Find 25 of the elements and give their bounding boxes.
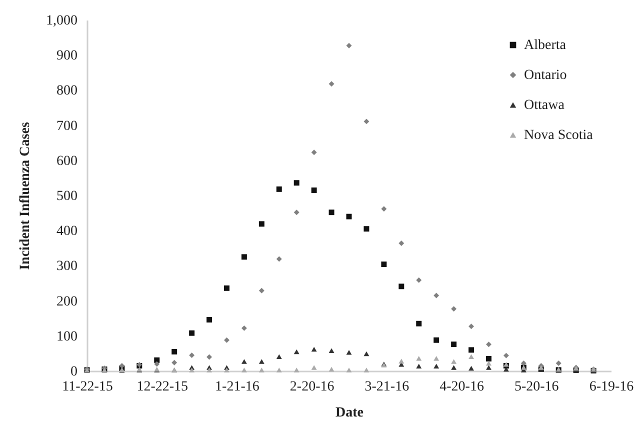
y-tick-label: 0 <box>70 364 78 380</box>
x-axis-title: Date <box>336 406 364 420</box>
legend-label: Alberta <box>524 38 567 53</box>
legend-label: Ontario <box>524 68 567 83</box>
y-tick-label: 400 <box>56 224 78 240</box>
x-tick-label: 2-20-16 <box>290 380 334 394</box>
x-tick-label: 1-21-16 <box>215 380 260 394</box>
y-tick-label: 900 <box>56 48 78 64</box>
y-tick-label: 1,000 <box>46 14 78 28</box>
y-tick-label: 500 <box>56 189 78 204</box>
x-tick-label: 6-19-16 <box>589 380 634 394</box>
legend-label: Ottawa <box>524 98 566 113</box>
y-tick-label: 600 <box>56 154 78 169</box>
x-tick-label: 12-22-15 <box>136 380 188 394</box>
x-tick-label: 3-21-16 <box>364 380 410 394</box>
y-axis-title: Incident Influenza Cases <box>18 122 33 270</box>
y-tick-label: 200 <box>56 294 78 310</box>
x-tick-label: 4-20-16 <box>440 380 484 394</box>
x-tick-label: 5-20-16 <box>514 380 559 394</box>
x-tick-label: 11-22-15 <box>62 380 113 394</box>
y-tick-label: 300 <box>56 259 78 274</box>
y-tick-label: 100 <box>56 329 78 344</box>
y-tick-label: 800 <box>56 84 78 99</box>
y-tick-label: 700 <box>56 118 78 134</box>
legend-label: Nova Scotia <box>524 128 594 143</box>
